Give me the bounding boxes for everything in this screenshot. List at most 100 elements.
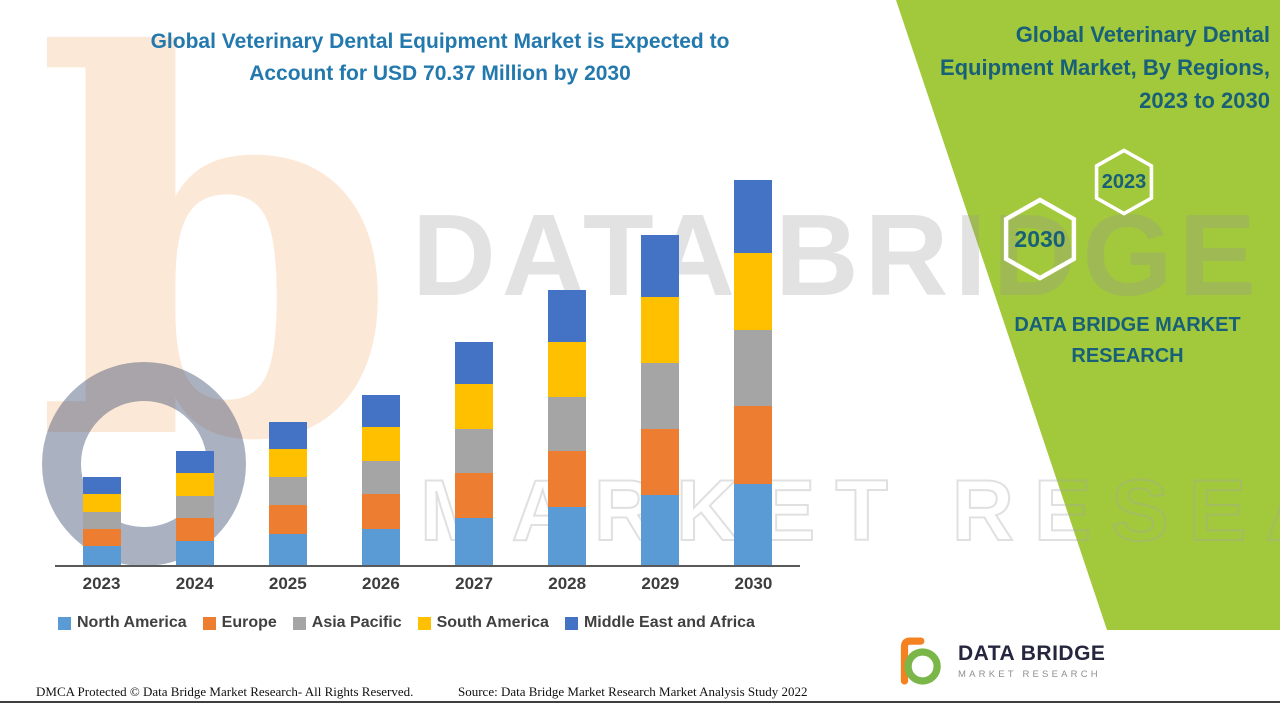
legend-label: Middle East and Africa xyxy=(583,614,755,631)
legend-item-south-america: South America xyxy=(417,614,549,632)
logo-title: DATA BRIDGE xyxy=(958,642,1106,665)
bar-segment-2023-europe xyxy=(82,528,121,547)
legend-swatch xyxy=(292,616,306,630)
x-axis-label-2027: 2027 xyxy=(455,574,493,593)
chart-title: Global Veterinary Dental Equipment Marke… xyxy=(60,26,820,90)
legend-swatch xyxy=(58,616,71,630)
bar-2024 xyxy=(175,451,214,565)
side-panel-brand-line1: DATA BRIDGE MARKET xyxy=(1014,314,1241,336)
bar-segment-2023-asia-pacific xyxy=(82,511,121,529)
bar-segment-2026-north-america xyxy=(361,528,400,565)
legend-swatch xyxy=(564,616,578,630)
x-axis-label-2025: 2025 xyxy=(268,574,307,593)
bar-segment-2025-asia-pacific xyxy=(268,477,307,506)
bar-segment-2023-middle-east-and-africa xyxy=(82,477,121,494)
side-panel-title-line2: Equipment Market, By Regions, xyxy=(939,55,1270,80)
x-axis-label-2023: 2023 xyxy=(82,574,121,593)
bar-column-2023 xyxy=(55,180,148,565)
bar-segment-2028-asia-pacific xyxy=(548,396,587,452)
x-axis-label-2026: 2026 xyxy=(362,574,400,593)
bar-2028 xyxy=(548,289,587,565)
bar-segment-2024-north-america xyxy=(175,540,214,565)
bar-segment-2029-europe xyxy=(641,428,680,495)
hexagon-icon xyxy=(1094,148,1154,216)
side-panel-brand-line2: RESEARCH xyxy=(1071,345,1184,367)
x-axis-label-2030: 2030 xyxy=(734,574,773,593)
legend-swatch xyxy=(202,616,216,630)
bar-segment-2024-middle-east-and-africa xyxy=(175,451,214,473)
side-panel-title-line3: 2023 to 2030 xyxy=(1139,88,1270,113)
legend-item-asia-pacific: Asia Pacific xyxy=(292,614,402,632)
bar-segment-2026-europe xyxy=(361,494,400,529)
bar-segment-2030-asia-pacific xyxy=(734,329,773,407)
bar-segment-2030-north-america xyxy=(734,483,773,565)
bar-column-2026 xyxy=(334,180,427,565)
bar-2027 xyxy=(455,342,494,565)
bar-segment-2027-middle-east-and-africa xyxy=(455,342,494,385)
side-panel-brand: DATA BRIDGE MARKET RESEARCH xyxy=(1000,310,1255,372)
x-axis-labels: 2023 2024 2025 2026 2027 2028 2029 2030 xyxy=(55,574,800,594)
bar-segment-2030-south-america xyxy=(734,252,773,330)
bar-segment-2026-south-america xyxy=(361,426,400,461)
bar-segment-2025-europe xyxy=(268,505,307,535)
bar-segment-2027-north-america xyxy=(455,517,494,565)
bar-segment-2025-middle-east-and-africa xyxy=(268,421,307,449)
bar-segment-2029-middle-east-and-africa xyxy=(641,234,680,297)
hexagon-year-2030: 2030 xyxy=(1014,225,1066,252)
bar-column-2030 xyxy=(707,180,800,565)
legend-swatch xyxy=(417,616,431,630)
bar-2025 xyxy=(268,421,307,565)
bar-segment-2025-north-america xyxy=(268,534,307,565)
company-logo: DATA BRIDGE MARKET RESEARCH xyxy=(890,632,1105,690)
hexagon-icon xyxy=(1003,197,1077,281)
bar-segment-2026-asia-pacific xyxy=(361,460,400,495)
bar-column-2025 xyxy=(241,180,334,565)
logo-subtitle: MARKET RESEARCH xyxy=(958,669,1101,680)
bar-segment-2023-north-america xyxy=(82,546,121,565)
plot-area xyxy=(55,180,800,567)
bar-segment-2028-south-america xyxy=(548,341,587,397)
bar-segment-2029-asia-pacific xyxy=(641,363,680,429)
footer-source: Source: Data Bridge Market Research Mark… xyxy=(458,684,808,699)
bar-segment-2029-north-america xyxy=(641,495,680,565)
bar-column-2029 xyxy=(614,180,707,565)
bar-segment-2026-middle-east-and-africa xyxy=(361,394,400,427)
legend-label: Europe xyxy=(221,614,277,631)
x-axis-label-2024: 2024 xyxy=(175,574,214,593)
bar-segment-2024-south-america xyxy=(175,472,214,496)
side-panel-title-line1: Global Veterinary Dental xyxy=(1015,22,1270,47)
bar-2026 xyxy=(361,394,400,565)
legend-label: South America xyxy=(436,614,549,631)
hexagon-badge-2030: 2030 xyxy=(993,197,1087,281)
bar-segment-2025-south-america xyxy=(268,448,307,478)
logo-text-block: DATA BRIDGE MARKET RESEARCH xyxy=(958,642,1105,680)
legend-item-middle-east-and-africa: Middle East and Africa xyxy=(564,614,755,632)
bar-segment-2023-south-america xyxy=(82,493,121,512)
data-bridge-logo-icon xyxy=(900,637,941,685)
footer-divider xyxy=(0,701,1280,703)
bar-2023 xyxy=(82,477,121,565)
bar-2029 xyxy=(641,234,680,565)
bar-column-2028 xyxy=(521,180,614,565)
bar-segment-2024-europe xyxy=(175,517,214,541)
side-panel-title: Global Veterinary Dental Equipment Marke… xyxy=(910,18,1270,117)
footer-dmca: DMCA Protected © Data Bridge Market Rese… xyxy=(36,684,414,699)
x-axis-label-2028: 2028 xyxy=(548,574,587,593)
bar-segment-2030-europe xyxy=(734,406,773,484)
legend-item-europe: Europe xyxy=(202,614,277,632)
bar-segment-2027-south-america xyxy=(455,384,494,429)
legend-label: Asia Pacific xyxy=(311,614,402,631)
hexagon-badge-2023: 2023 xyxy=(1086,148,1162,216)
bar-segment-2027-asia-pacific xyxy=(455,428,494,474)
bar-column-2027 xyxy=(428,180,521,565)
legend-item-north-america: North America xyxy=(58,614,187,632)
legend: North America Europe Asia Pacific South Ame… xyxy=(58,614,755,632)
legend-label: North America xyxy=(77,614,187,631)
bar-segment-2028-europe xyxy=(548,451,587,507)
bar-segment-2029-south-america xyxy=(641,296,680,364)
x-axis-label-2029: 2029 xyxy=(641,574,680,593)
bar-segment-2024-asia-pacific xyxy=(175,495,214,518)
bar-column-2024 xyxy=(148,180,241,565)
chart-title-line1: Global Veterinary Dental Equipment Marke… xyxy=(150,30,730,53)
